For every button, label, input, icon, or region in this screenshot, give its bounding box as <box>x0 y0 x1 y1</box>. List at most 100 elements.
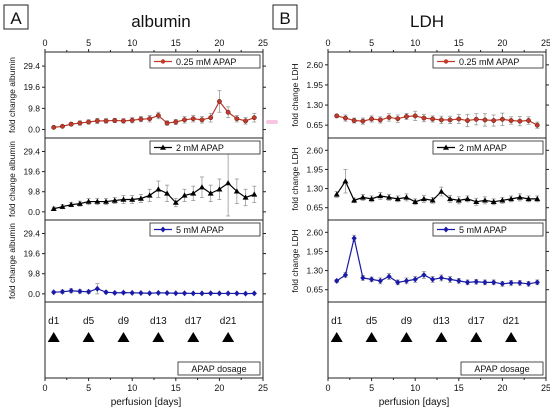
x-tick-label-top: 20 <box>214 38 224 48</box>
x-tick-label-bottom: 15 <box>171 383 181 393</box>
data-point <box>342 115 348 121</box>
data-point <box>103 289 109 296</box>
data-point <box>155 113 161 118</box>
x-tick-label-top: 25 <box>541 38 550 48</box>
data-point <box>359 194 366 200</box>
series-line <box>53 288 255 295</box>
x-tick-label-bottom: 10 <box>410 383 420 393</box>
data-point <box>181 192 188 198</box>
data-point <box>517 118 523 124</box>
data-point <box>216 186 223 192</box>
y-tick-label: 0.65 <box>306 285 323 295</box>
data-point <box>499 197 506 203</box>
data-point <box>491 279 497 286</box>
data-point <box>430 116 436 122</box>
y-tick-label: 9.8 <box>28 187 40 197</box>
data-point <box>394 195 401 202</box>
data-point <box>190 290 196 297</box>
data-point <box>482 279 488 286</box>
dosage-day-label: d21 <box>220 316 237 327</box>
data-point <box>68 201 75 207</box>
data-point <box>534 122 540 128</box>
legend-label: 2 mM APAP <box>459 143 507 153</box>
y-axis-label: fold change LDH <box>290 229 300 292</box>
data-point <box>207 190 214 196</box>
data-point <box>351 118 357 123</box>
data-point <box>51 124 57 130</box>
y-tick-label: 2.60 <box>306 227 323 237</box>
data-point <box>534 279 540 286</box>
data-point <box>225 109 231 115</box>
y-tick-label: 19.6 <box>23 82 40 92</box>
title-ldh: LDH <box>410 12 444 31</box>
legend-marker <box>443 144 449 150</box>
data-point <box>456 277 462 284</box>
dosage-marker <box>505 332 518 342</box>
data-point <box>438 274 444 281</box>
data-point <box>386 194 393 200</box>
dosage-panel-ldh: d1 d5 d9 d13 d17 d21 APAP dosage <box>330 316 544 376</box>
data-point <box>412 113 418 119</box>
plot-frame <box>327 51 547 379</box>
data-point <box>173 119 179 125</box>
data-point <box>403 277 410 284</box>
data-point <box>456 116 462 122</box>
data-point <box>208 290 214 297</box>
y-tick-label: 0.0 <box>28 125 40 135</box>
data-point <box>404 114 409 119</box>
y-tick-label: 2.60 <box>306 60 323 70</box>
data-point <box>85 198 92 204</box>
data-point <box>94 285 100 292</box>
data-point <box>182 117 187 123</box>
legend-label: 0.25 mM APAP <box>176 57 236 67</box>
data-point <box>216 99 222 104</box>
data-point <box>208 115 214 121</box>
data-point <box>473 116 479 122</box>
data-point <box>251 191 258 197</box>
series-line <box>336 179 538 203</box>
dosage-day-label: d21 <box>503 316 520 327</box>
data-point <box>242 290 249 297</box>
data-point <box>499 116 505 122</box>
data-point <box>430 276 436 283</box>
x-tick-label-bottom: 15 <box>454 383 464 393</box>
y-tick-label: 29.4 <box>23 146 40 156</box>
data-point <box>369 116 375 122</box>
legend-marker <box>160 226 166 233</box>
data-point <box>147 290 153 297</box>
series-line <box>53 100 255 128</box>
legend-box <box>149 54 261 69</box>
data-point <box>377 277 383 284</box>
data-point <box>473 278 479 285</box>
data-point <box>525 280 532 287</box>
data-point <box>429 197 436 203</box>
y-tick-label: 19.6 <box>23 167 40 177</box>
data-point <box>465 118 470 123</box>
y-axis-label: fold change albumin <box>7 57 17 133</box>
dosage-marker <box>222 332 235 342</box>
x-tick-label-bottom: 25 <box>258 383 268 393</box>
x-tick-label-top: 15 <box>171 38 181 48</box>
x-tick-label-top: 0 <box>325 38 330 48</box>
series-mid-albumin: 0.0 9.8 19.6 29.4 fold change albumin 2 mM AP… <box>7 140 266 217</box>
data-point <box>129 196 136 202</box>
data-point <box>234 290 240 297</box>
data-point <box>447 195 454 202</box>
x-tick-label-top: 10 <box>127 38 137 48</box>
data-point <box>412 198 419 205</box>
dosage-marker <box>435 332 448 342</box>
dosage-marker <box>82 332 95 342</box>
data-point <box>155 289 161 296</box>
dosage-marker <box>152 332 165 342</box>
y-axis-label: fold change albumin <box>7 141 17 217</box>
data-point <box>138 290 144 297</box>
y-tick-label: 1.30 <box>306 184 323 194</box>
dosage-marker <box>365 332 378 342</box>
data-point <box>482 117 488 123</box>
data-point <box>351 197 358 203</box>
data-point <box>508 279 514 286</box>
y-tick-label: 0.0 <box>28 207 40 217</box>
dosage-legend-box <box>177 361 261 376</box>
data-point <box>508 118 514 123</box>
data-point <box>68 121 74 127</box>
